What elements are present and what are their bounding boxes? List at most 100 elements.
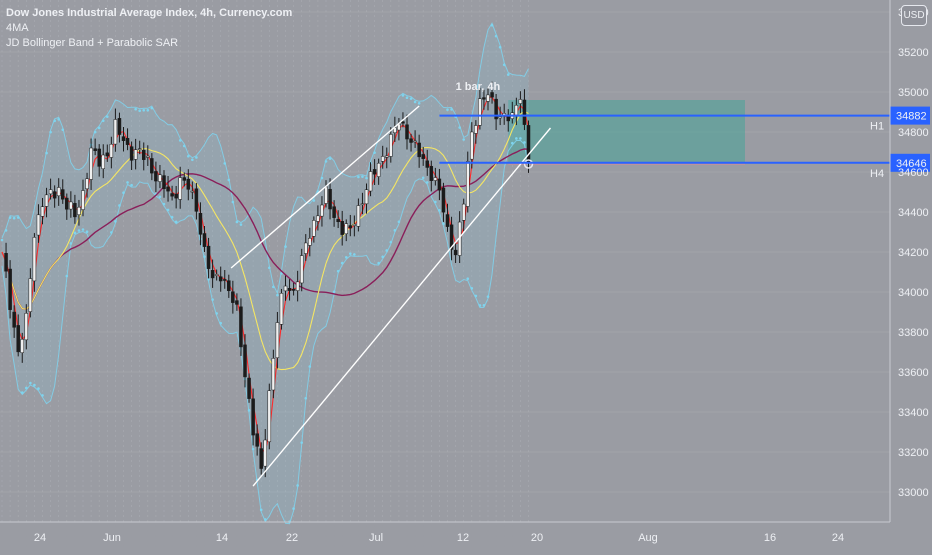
price-levels: 34882 H1 34646 H4 [439,106,930,180]
candle-body [474,125,478,134]
candle-body [109,144,114,158]
y-tick-label: 33000 [898,487,929,499]
sar-dot [296,484,299,487]
sar-dot [174,220,178,224]
x-tick-label: 20 [531,532,543,544]
candle-body [247,377,251,399]
sar-dot [239,223,243,226]
candle-body [52,191,57,199]
sar-dot [101,119,105,123]
sar-dot [276,293,279,297]
sar-dot [523,141,526,144]
candle-body [198,213,203,235]
candle-body [514,105,519,116]
candle-body [243,344,247,378]
sar-dot [223,162,227,165]
candle-body [299,255,304,284]
candle-body [320,204,324,217]
y-tick-label: 33600 [898,367,929,379]
sar-dot [231,200,235,204]
candle-body [137,148,142,150]
candle-body [28,278,33,312]
y-tick-label: 34400 [898,207,929,219]
candle-body [97,148,101,167]
sar-dot [502,63,506,67]
indicator-bollinger-label[interactable]: JD Bollinger Band + Parabolic SAR [6,37,179,49]
candle-body [56,187,61,197]
y-tick-label: 34800 [898,127,929,139]
candle-body [441,187,446,213]
y-tick-label: 35200 [898,47,929,59]
x-tick-label: Jun [103,532,121,544]
candle-body [223,279,227,281]
sar-dot [235,220,239,224]
chart-title: Dow Jones Industrial Average Index, 4h, … [6,7,293,19]
price-level-label: 34882 [896,111,927,123]
indicator-ma-label[interactable]: 4MA [6,22,29,34]
sar-dot [259,508,263,512]
sar-dot [41,394,44,397]
candle-body [437,178,442,191]
candle-body [65,197,69,210]
sar-dot [85,230,89,234]
sar-dot [211,298,214,301]
sar-dot [134,107,137,111]
sar-dot [106,115,109,118]
sar-dot [219,321,222,325]
sar-dot [357,175,360,179]
sar-dot [417,101,421,105]
sar-dot [515,137,518,140]
candle-body [113,119,118,145]
candle-body [235,300,239,305]
currency-badge[interactable]: USD [901,5,927,26]
candle-body [267,390,272,443]
candle-body [105,152,110,157]
sar-dot [312,199,316,202]
candle-body [186,178,191,190]
candle-body [486,94,490,102]
sar-dot [170,215,174,219]
sar-dot [122,191,125,194]
sar-dot [118,204,121,207]
candle-body [206,245,211,269]
sar-dot [158,195,162,199]
x-tick-label: 16 [764,532,776,544]
candle-body [101,154,105,169]
sar-dot [110,231,113,234]
candle-body [380,156,385,162]
candle-body [368,171,373,192]
sar-dot [446,108,449,112]
sar-dot [97,126,101,130]
candle-body [158,174,162,182]
candle-body [478,98,482,126]
candle-body [133,149,138,160]
sar-dot [413,100,417,104]
sar-dot [292,507,295,510]
candle-body [433,177,438,181]
sar-dot [490,23,494,27]
candle-body [61,189,65,200]
candle-body [348,225,353,229]
x-tick-label: 24 [832,532,844,544]
sar-dot [130,183,133,187]
candle-body [413,140,417,143]
sar-dot [365,176,368,180]
sar-dot [336,269,340,273]
sar-dot [263,518,267,521]
sar-dot [69,242,73,245]
sar-dot [81,228,85,231]
candle-body [494,98,498,120]
y-tick-label: 33400 [898,407,929,419]
candle-body [85,178,89,190]
candle-body [218,276,223,282]
grid [0,0,890,522]
candle-body [518,99,523,104]
candle-body [453,249,458,256]
sar-dot [178,139,182,142]
candle-body [150,158,154,174]
sar-dot [434,200,437,204]
candle-body [121,136,126,141]
sar-dot [344,255,348,259]
